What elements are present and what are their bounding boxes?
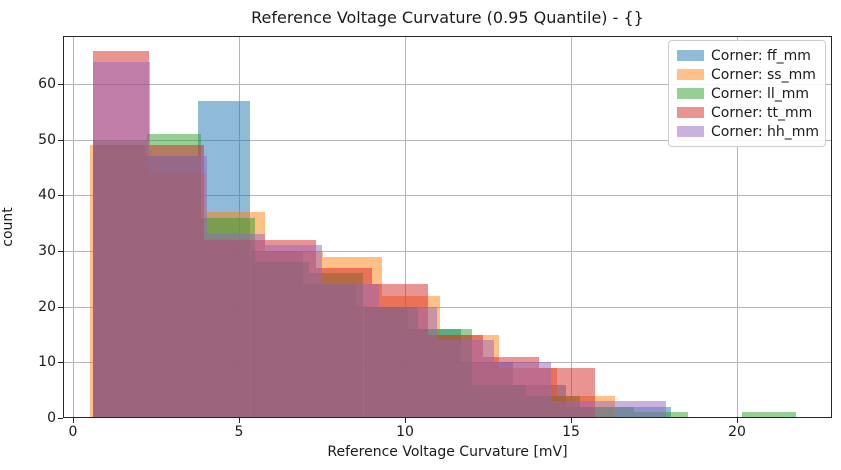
gridline-y-60 [63, 83, 832, 85]
y-tick-label-60: 60 [38, 75, 56, 92]
y-tick-mark-60 [58, 83, 63, 85]
gridline-y-30 [63, 250, 832, 252]
y-tick-label-20: 20 [38, 298, 56, 315]
gridline-y-40 [63, 195, 832, 197]
legend-label-ff_mm: Corner: ff_mm [711, 47, 811, 64]
histogram-bar-hh_mm-8 [551, 401, 609, 418]
x-tick-mark-0 [73, 418, 74, 423]
y-axis-label: count [0, 207, 16, 247]
x-tick-mark-20 [737, 418, 738, 423]
y-tick-mark-50 [58, 139, 63, 141]
histogram-bar-ll_mm-12 [742, 412, 797, 418]
y-tick-mark-10 [58, 362, 63, 364]
x-tick-label-20: 20 [728, 424, 746, 440]
legend: Corner: ff_mm Corner: ss_mm Corner: ll_mm C… [668, 40, 826, 147]
legend-item-ss_mm: Corner: ss_mm [677, 65, 817, 84]
x-tick-label-5: 5 [234, 424, 244, 440]
gridline-x-15 [571, 36, 572, 418]
legend-label-tt_mm: Corner: tt_mm [711, 104, 813, 121]
x-tick-mark-10 [405, 418, 406, 423]
gridline-x-20 [737, 36, 738, 418]
legend-swatch-tt_mm [677, 107, 704, 118]
legend-swatch-ll_mm [677, 88, 704, 99]
histogram-bar-hh_mm-1 [150, 156, 208, 418]
y-tick-mark-20 [58, 306, 63, 308]
y-tick-label-40: 40 [38, 187, 56, 204]
gridline-x-10 [405, 36, 406, 418]
legend-label-ll_mm: Corner: ll_mm [711, 85, 810, 102]
legend-label-ss_mm: Corner: ss_mm [711, 66, 816, 83]
y-tick-mark-0 [58, 418, 63, 419]
x-tick-label-15: 15 [562, 424, 580, 440]
gridline-x-0 [73, 36, 74, 418]
y-tick-label-0: 0 [47, 410, 56, 426]
histogram-bar-hh_mm-3 [264, 245, 322, 418]
histogram-bar-hh_mm-9 [608, 401, 666, 418]
histogram-bar-hh_mm-7 [493, 362, 552, 418]
legend-item-ll_mm: Corner: ll_mm [677, 84, 817, 103]
y-tick-mark-30 [58, 250, 63, 252]
legend-item-ff_mm: Corner: ff_mm [677, 46, 817, 65]
x-tick-mark-5 [239, 418, 240, 423]
legend-item-tt_mm: Corner: tt_mm [677, 103, 817, 122]
gridline-y-20 [63, 306, 832, 308]
legend-label-hh_mm: Corner: hh_mm [711, 123, 820, 140]
histogram-bar-hh_mm-2 [207, 234, 265, 418]
legend-item-hh_mm: Corner: hh_mm [677, 122, 820, 141]
chart-title: Reference Voltage Curvature (0.95 Quanti… [251, 8, 644, 27]
gridline-y-50 [63, 139, 832, 141]
x-axis-label: Reference Voltage Curvature [mV] [327, 444, 568, 460]
x-tick-label-0: 0 [68, 424, 78, 440]
legend-swatch-hh_mm [677, 126, 704, 137]
histogram-bar-hh_mm-4 [322, 284, 380, 418]
legend-swatch-ss_mm [677, 69, 704, 80]
y-tick-mark-40 [58, 195, 63, 197]
histogram-bar-hh_mm-5 [379, 306, 437, 418]
y-tick-label-10: 10 [38, 354, 56, 371]
x-tick-label-10: 10 [396, 424, 414, 440]
y-tick-label-50: 50 [38, 131, 56, 148]
x-tick-mark-15 [571, 418, 572, 423]
y-tick-label-30: 30 [38, 242, 56, 259]
histogram-bar-hh_mm-6 [436, 340, 494, 418]
legend-swatch-ff_mm [677, 50, 704, 61]
histogram-bar-hh_mm-0 [92, 61, 151, 418]
